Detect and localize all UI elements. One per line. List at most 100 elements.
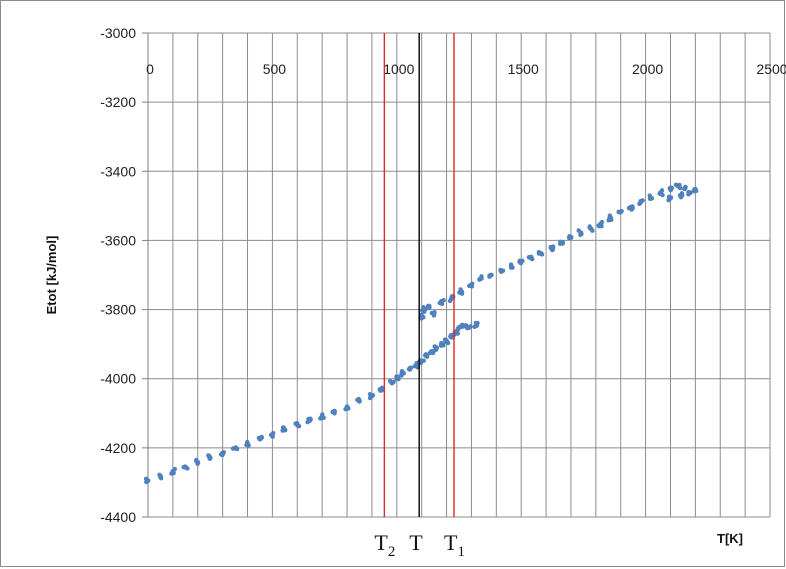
y-axis-tick-labels: -3000 -3200 -3400 -3600 -3800 -4000 -4200 -4400 [100, 25, 136, 525]
data-point [659, 191, 664, 197]
data-point [367, 391, 373, 397]
data-point [669, 185, 675, 191]
data-point [438, 343, 444, 348]
data-point [258, 436, 264, 441]
y-tick-label: -4200 [100, 440, 136, 456]
data-point [647, 193, 652, 198]
x-tick-label: 500 [263, 61, 287, 77]
data-point [640, 198, 645, 203]
data-point [271, 431, 276, 436]
data-point [590, 228, 595, 233]
data-point [466, 325, 472, 330]
data-point [169, 471, 174, 476]
data-point [422, 309, 427, 314]
x-tick-label: 1500 [508, 61, 539, 77]
data-point [432, 344, 437, 349]
y-tick-label: -3200 [100, 94, 136, 110]
data-point [677, 185, 683, 191]
reference-line-subscript: 1 [457, 544, 465, 560]
data-point [401, 371, 407, 376]
data-point [379, 385, 385, 391]
data-point [431, 313, 437, 318]
data-point [424, 354, 430, 359]
data-point [395, 374, 401, 379]
y-tick-label: -3600 [100, 232, 136, 248]
data-point [194, 458, 199, 464]
data-point [579, 231, 584, 237]
data-point [477, 276, 482, 282]
data-point [508, 262, 514, 267]
data-point [183, 465, 189, 471]
data-point [693, 188, 699, 194]
data-point [517, 258, 523, 263]
data-point [318, 416, 323, 421]
reference-line-subscript: 2 [388, 544, 396, 560]
data-point [609, 217, 614, 223]
data-point [659, 188, 665, 193]
data-point [447, 298, 453, 304]
data-point [498, 268, 503, 273]
x-axis-label: T[K] [717, 531, 743, 546]
data-point [647, 196, 653, 201]
data-point [306, 416, 311, 422]
data-point [280, 425, 286, 430]
y-axis-label: Etot [kJ/mol] [44, 236, 59, 315]
data-point [207, 456, 213, 462]
x-tick-label: 2500 [756, 61, 786, 77]
reference-line-label: T [409, 530, 423, 555]
data-point [158, 475, 163, 480]
y-tick-label: -4000 [100, 371, 136, 387]
data-point [356, 396, 361, 402]
data-point [246, 443, 251, 448]
data-point [666, 194, 672, 200]
data-point [427, 350, 432, 356]
data-point [637, 201, 642, 207]
y-tick-label: -3800 [100, 302, 136, 318]
data-point [293, 421, 298, 426]
data-point [599, 219, 605, 225]
data-point [673, 182, 679, 187]
data-point [472, 324, 477, 330]
data-point [458, 287, 463, 292]
data-point [596, 223, 601, 228]
data-point [680, 193, 685, 198]
data-point [526, 255, 532, 260]
data-point [448, 332, 454, 338]
data-point [408, 365, 414, 371]
data-point [433, 347, 439, 353]
data-point [320, 412, 325, 417]
data-point [449, 294, 455, 299]
chart-grid [142, 32, 771, 518]
data-point [487, 273, 492, 278]
data-point [427, 305, 432, 310]
data-point [391, 379, 396, 385]
data-point [344, 406, 349, 411]
data-point [143, 476, 149, 482]
data-point [550, 247, 556, 252]
data-point [321, 415, 326, 420]
data-point [536, 249, 542, 255]
data-point [566, 235, 572, 241]
data-point [172, 466, 178, 472]
x-tick-label: 2000 [632, 61, 663, 77]
x-axis-tick-labels: 0 500 1000 1500 2000 2500 [146, 61, 786, 77]
data-point [475, 320, 480, 326]
data-point [576, 228, 581, 233]
data-point [441, 297, 446, 303]
data-point [619, 208, 624, 214]
data-point [461, 324, 466, 329]
y-tick-label: -3000 [100, 25, 136, 41]
data-point [467, 283, 472, 288]
data-point [331, 409, 336, 415]
x-tick-label: 1000 [383, 61, 414, 77]
data-point [232, 446, 238, 451]
y-tick-label: -4400 [100, 509, 136, 525]
data-series [143, 182, 699, 485]
data-point [367, 395, 373, 401]
data-point [296, 423, 302, 429]
data-point [443, 339, 449, 345]
y-tick-label: -3400 [100, 163, 136, 179]
